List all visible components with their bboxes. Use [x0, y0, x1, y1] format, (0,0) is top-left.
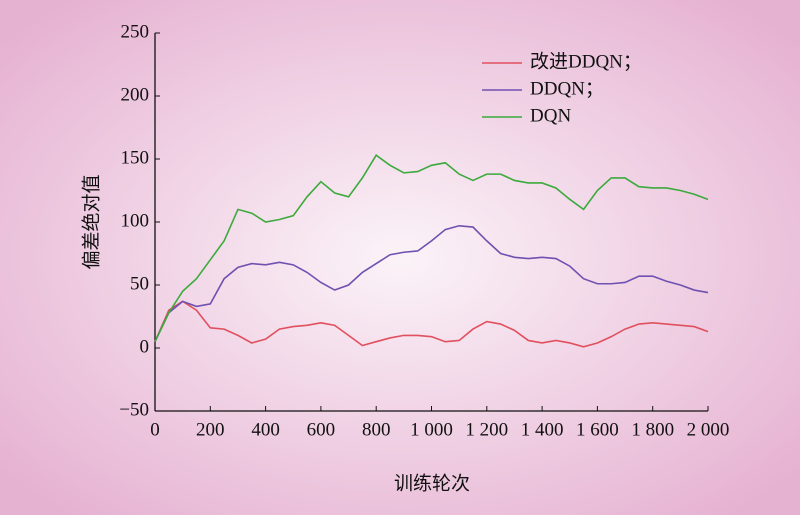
x-tick-label: 1 800 [631, 419, 674, 440]
y-tick-label: 0 [140, 336, 150, 357]
y-tick-label: 100 [121, 210, 150, 231]
y-tick-label: 150 [121, 147, 150, 168]
legend-label: DQN [530, 105, 571, 126]
x-tick-label: 800 [362, 419, 391, 440]
data-line [154, 154, 709, 343]
data-line [154, 224, 709, 343]
x-tick-label: 400 [251, 419, 280, 440]
legend-label: DDQN； [530, 78, 604, 99]
x-tick-label: 200 [196, 419, 225, 440]
y-axis-label: 偏差绝对值 [81, 174, 103, 269]
y-tick-label: −50 [119, 399, 149, 420]
x-tick-label: 1 600 [576, 419, 619, 440]
x-tick-label: 600 [307, 419, 336, 440]
y-tick-label: 250 [121, 21, 150, 42]
x-tick-label: 1 000 [410, 419, 453, 440]
x-tick-label: 1 400 [521, 419, 564, 440]
legend-label: 改进DDQN； [530, 50, 642, 72]
x-tick-label: 2 000 [687, 419, 730, 440]
data-line [154, 300, 709, 348]
x-tick-label: 0 [150, 419, 160, 440]
y-tick-label: 50 [130, 273, 149, 294]
x-axis-label: 训练轮次 [394, 473, 470, 495]
y-tick-label: 200 [121, 84, 150, 105]
x-tick-label: 1 200 [465, 419, 508, 440]
